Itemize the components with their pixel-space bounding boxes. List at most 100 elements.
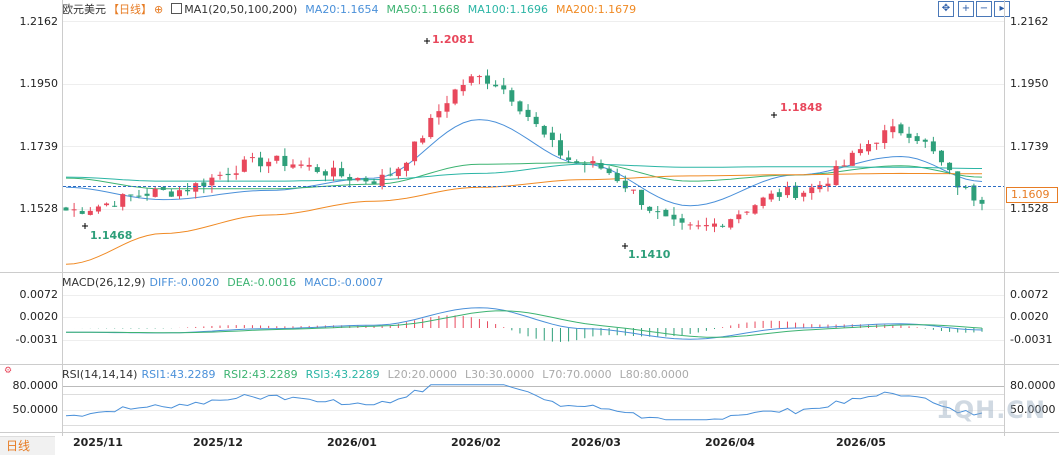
rsi-tick-right-2: 50.0000 (1010, 403, 1056, 416)
candle-body (639, 189, 645, 205)
macd-header: MACD(26,12,9) DIFF:-0.0020 DEA:-0.0016 MACD… (62, 274, 391, 292)
candle-body (533, 116, 539, 125)
candle-body (387, 174, 393, 176)
period-label[interactable]: 【日线】 (108, 3, 152, 16)
candle-body (736, 214, 742, 220)
macd-dea-line (66, 310, 983, 338)
candle-body (152, 188, 158, 197)
candle-body (282, 155, 288, 167)
candle-body (947, 162, 953, 171)
ma200-line (65, 172, 983, 265)
candle-body (598, 163, 604, 169)
ma50-line (65, 162, 983, 190)
candle-body (241, 159, 247, 172)
ma50-value: MA50:1.1668 (386, 3, 460, 16)
ma-lines (65, 119, 983, 265)
x-tick-6: 2026/04 (705, 436, 755, 449)
move-icon[interactable]: ✥ (938, 1, 954, 17)
candle-body (201, 182, 207, 187)
low-mid-annotation: 1.1410 (628, 248, 671, 261)
candle-body (517, 101, 523, 112)
candle-body (379, 174, 385, 186)
candle-body (525, 109, 531, 117)
low-left-annotation: 1.1468 (90, 229, 132, 242)
candle-body (728, 219, 734, 228)
ma20-value: MA20:1.1654 (305, 3, 379, 16)
candle-body (168, 191, 174, 197)
settings-icon[interactable]: ⊕ (154, 3, 164, 16)
candle-body (582, 163, 588, 165)
rsi1-value: RSI1:43.2289 (141, 368, 216, 381)
scroll-right-icon[interactable]: ▸ (994, 1, 1010, 17)
rsi-tick-right-1: 80.0000 (1010, 379, 1056, 392)
x-tick-7: 2026/05 (836, 436, 886, 449)
candle-body (176, 190, 182, 197)
price-tick-left-4: 1.1528 (19, 202, 59, 215)
candle-body (622, 180, 628, 189)
candle-body (63, 207, 69, 211)
price-tick-left-2: 1.1950 (19, 77, 59, 90)
candle-body (849, 152, 855, 166)
candle-body (274, 155, 280, 161)
candle-body (914, 136, 920, 142)
candle-body (428, 117, 434, 138)
price-tick-left-3: 1.1739 (19, 140, 59, 153)
candle-body (476, 76, 482, 78)
zoom-out-icon[interactable]: − (976, 1, 992, 17)
candle-body (436, 111, 442, 118)
candle-body (882, 130, 888, 144)
candle-body (671, 214, 677, 220)
candle-body (331, 167, 337, 177)
candle-body (160, 187, 166, 190)
candle-body (557, 140, 563, 156)
candle-body (809, 187, 815, 194)
macd-series (66, 307, 983, 342)
period-tab-daily[interactable]: 日线 (0, 436, 55, 455)
candle-body (963, 186, 969, 188)
rsi-grid (63, 386, 1004, 426)
candle-body (768, 193, 774, 200)
zoom-in-icon[interactable]: + (958, 1, 974, 17)
macd-tick-left-1: 0.0072 (19, 288, 59, 301)
high-annotation: 1.2081 (432, 33, 474, 46)
macd-diff-value: DIFF:-0.0020 (149, 276, 220, 289)
candle-body (120, 194, 126, 207)
price-tick-right-1: 1.2162 (1010, 15, 1049, 28)
candle-body (752, 205, 758, 214)
candle-body (209, 177, 215, 186)
candle-body (857, 149, 863, 154)
candle-body (703, 225, 709, 227)
ma20-line (65, 119, 983, 207)
l20-value: L20:20.0000 (387, 368, 457, 381)
candle-body (460, 85, 466, 92)
price-tick-right-2: 1.1950 (1010, 77, 1049, 90)
candle-body (233, 173, 239, 175)
macd-tick-right-1: 0.0072 (1010, 288, 1049, 301)
ma100-value: MA100:1.1696 (467, 3, 548, 16)
ma100-line (65, 163, 982, 182)
l30-value: L30:30.0000 (464, 368, 535, 381)
candle-body (371, 181, 377, 184)
candle-body (663, 209, 669, 217)
candle-body (217, 174, 223, 176)
candle-body (687, 224, 693, 226)
rsi-tick-left-2: 50.0000 (12, 403, 59, 416)
candle-body (574, 161, 580, 164)
price-tick-right-3: 1.1739 (1010, 140, 1049, 153)
ma-toggle-icon[interactable] (171, 3, 183, 14)
low-left-marker (82, 223, 88, 229)
ma-indicator-label: MA1(20,50,100,200) (184, 3, 298, 16)
candle-body (87, 210, 93, 215)
candle-body (193, 183, 199, 192)
candle-body (760, 197, 766, 206)
l80-value: L80:80.0000 (619, 368, 689, 381)
candle-body (185, 189, 191, 192)
candle-body (298, 164, 304, 166)
candle-body (95, 206, 101, 212)
candle-body (71, 209, 77, 211)
candle-body (339, 168, 345, 177)
candle-body (314, 167, 320, 172)
alert-icon[interactable]: ⚙ (4, 366, 13, 376)
candle-body (614, 172, 620, 182)
